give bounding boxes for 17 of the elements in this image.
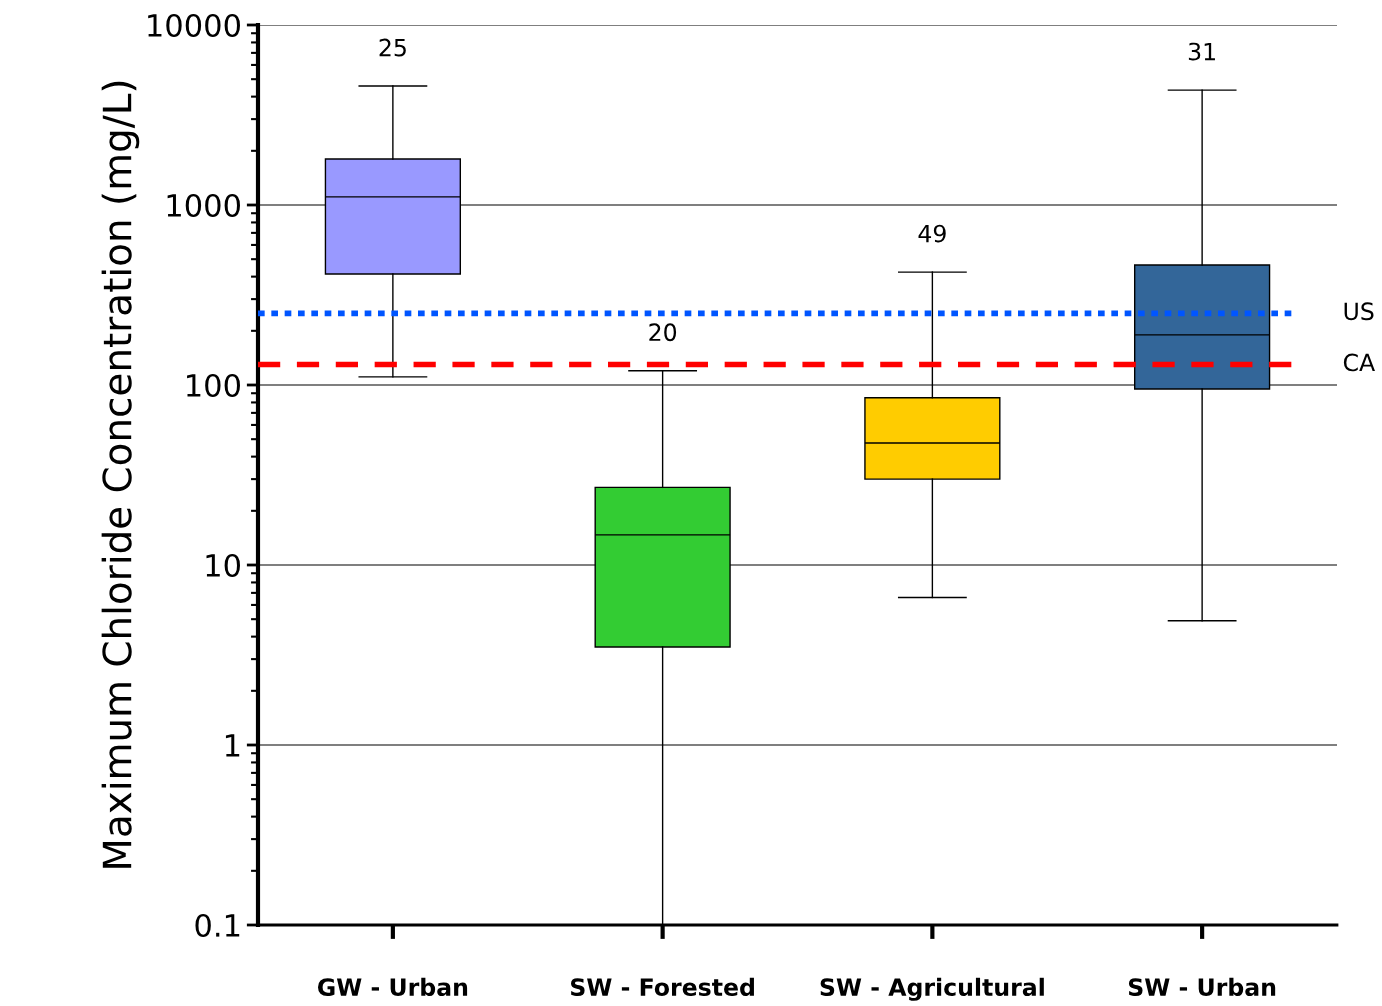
x-tick-label: GW - Urban bbox=[317, 977, 468, 997]
y-tick-label: 1000 bbox=[167, 193, 240, 218]
annotation: 31 bbox=[1188, 42, 1215, 61]
y-tick-label: 10 bbox=[206, 553, 240, 578]
annotation: 49 bbox=[918, 224, 946, 243]
x-tick-label: SW - Agricultural bbox=[820, 977, 1044, 1001]
y-tick-label: 100 bbox=[187, 373, 240, 398]
y-tick-label: 1 bbox=[225, 734, 240, 757]
y-axis-title: Maximum Chloride Concentration (mg/L) bbox=[101, 81, 140, 868]
annotation: 20 bbox=[649, 323, 677, 342]
annotation: 25 bbox=[379, 38, 406, 57]
ref-line-label: CA bbox=[1343, 353, 1375, 372]
y-tick-label: 10000 bbox=[148, 13, 240, 38]
x-tick-label: SW - Urban bbox=[1128, 977, 1276, 997]
y-tick-label: 0.1 bbox=[195, 913, 240, 938]
ref-line-label: US bbox=[1344, 302, 1374, 321]
x-tick-label: SW - Forested bbox=[571, 977, 754, 997]
